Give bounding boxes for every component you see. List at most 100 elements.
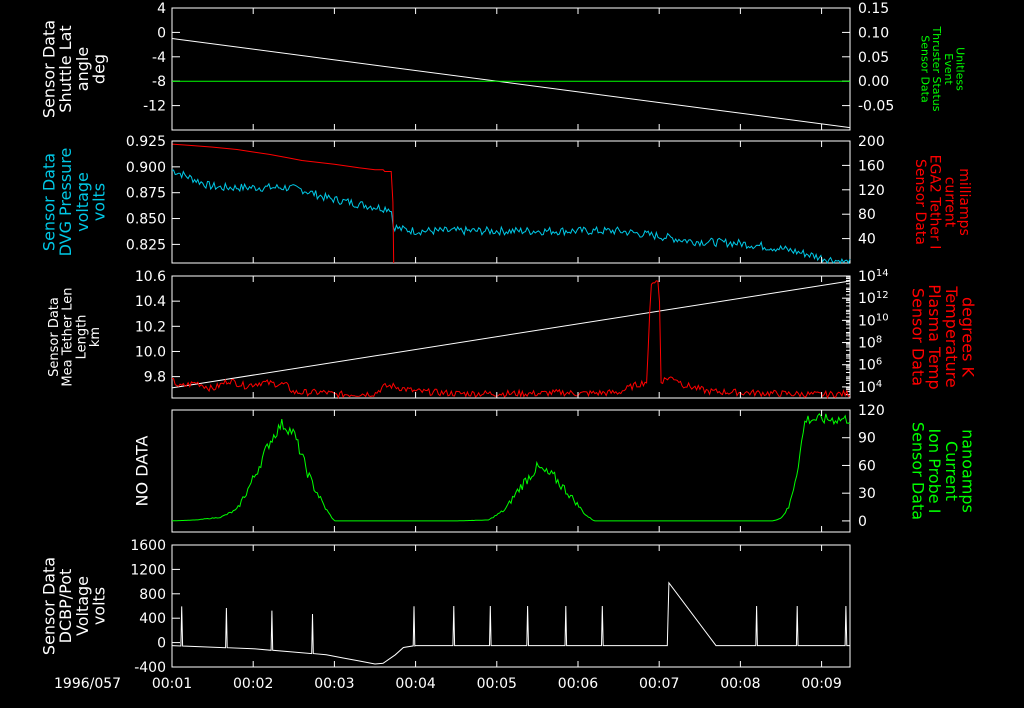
panel-4-left-axis-title: NO DATA: [133, 436, 152, 507]
panel-4-right-title-line: Sensor Data: [908, 422, 927, 520]
panel-3-right-tick-label: 1010: [858, 312, 889, 330]
panel-5-left-tick-label: -400: [134, 660, 166, 676]
panel-3-series-2-line: [171, 280, 851, 400]
panel-3-right-tick-label: 108: [858, 334, 882, 352]
panel-1-left-tick-label: 0: [157, 25, 166, 41]
panel-3-left-tick-label: 10.6: [135, 269, 166, 285]
panel-2-frame: [171, 140, 851, 264]
x-tick-label: 00:03: [314, 676, 354, 692]
panel-3-left-title-line: km: [88, 327, 103, 347]
panel-1-series-1-line: [171, 38, 851, 129]
panel-4-right-title-line: Ion Probe I: [925, 429, 944, 514]
panel-5-left-title-line: Sensor Data: [39, 557, 58, 655]
x-tick-label: 00:02: [233, 676, 273, 692]
panel-2-right-tick-label: 200: [858, 134, 885, 150]
panel-2-left-title-line: DVG Pressure: [56, 148, 75, 257]
panel-1-frame: [171, 7, 851, 131]
panel-4-right-tick-label: 30: [858, 486, 876, 502]
panel-3-left-title-line: Length: [74, 315, 89, 360]
panel-2-left-tick-label: 0.900: [126, 160, 166, 176]
panel-2-series-1-line: [171, 169, 851, 265]
panel-4-right-tick-label: 90: [858, 431, 876, 447]
panel-1-left-tick-label: -12: [143, 99, 166, 115]
panel-4-right-tick-label: 0: [858, 514, 867, 530]
panel-2-right-title-line: EGA2 Tether I: [927, 155, 943, 250]
panel-1-left-tick-label: 4: [157, 1, 166, 17]
panel-5-left-tick-label: 0: [157, 636, 166, 652]
x-tick-label: 00:07: [639, 676, 679, 692]
panel-3-frame: [171, 275, 851, 399]
panel-4-right-title-line: Current: [942, 441, 961, 501]
panel-3-left-tick-label: 10.4: [135, 294, 166, 310]
panel-3-right-title-line: Plasma Temp: [925, 284, 944, 389]
panel-3-right-title-line: Temperature: [942, 285, 961, 387]
panel-5-left-tick-label: 1200: [130, 562, 166, 578]
panel-2-left-tick-label: 0.850: [126, 212, 166, 228]
panel-1-right-title-line: Unitless: [953, 47, 966, 91]
panel-2-right-tick-label: 80: [858, 207, 876, 223]
panel-2-right-tick-label: 160: [858, 158, 885, 174]
panel-4-right-tick-label: 120: [858, 403, 885, 419]
panel-5-series-1-line: [171, 581, 850, 665]
x-tick-label: 00:09: [801, 676, 841, 692]
panel-5-left-tick-label: 1600: [130, 538, 166, 554]
panel-2-right-tick-label: 120: [858, 183, 885, 199]
x-tick-labels: 00:01 00:02 00:03 00:04 00:05 00:06 00:07 00:08…: [152, 676, 842, 692]
panel-2-left-tick-label: 0.875: [126, 186, 166, 202]
panel-5-left-tick-label: 800: [139, 587, 166, 603]
panel-3-right-tick-label: 106: [858, 356, 882, 374]
panel-3-left-title-line: Sensor Data: [47, 297, 62, 377]
panel-1-right-title-line: Sensor Data: [919, 35, 932, 102]
x-tick-label: 00:08: [720, 676, 760, 692]
panel-3-left-tick-label: 9.8: [144, 370, 166, 386]
panel-2-left-title-line: volts: [90, 183, 109, 221]
panel-1-left-title-line: deg: [90, 54, 109, 84]
panel-4-right-title-line: nanoamps: [959, 429, 978, 513]
panel-2-series-2-line: [171, 143, 395, 264]
panel-5-left-title-line: volts: [90, 587, 109, 625]
panel-2-left-title-line: Sensor Data: [39, 153, 58, 251]
panel-1-right-tick-label: 0.00: [858, 74, 889, 90]
x-tick-label: 00:01: [152, 676, 192, 692]
panel-2-left-tick-label: 0.925: [126, 134, 166, 150]
panel-4-right-tick-label: 60: [858, 458, 876, 474]
panel-4-left-title-line: NO DATA: [133, 436, 152, 507]
panel-1-left-tick-label: -8: [152, 74, 166, 90]
panel-2-left-title-line: voltage: [73, 172, 92, 232]
panel-5-frame: [171, 544, 851, 668]
panel-3-right-tick-label: 104: [858, 378, 882, 396]
panel-1-right-title-line: Event: [942, 53, 955, 85]
panel-1-left-title-line: angle: [73, 47, 92, 91]
panel-5-left-title-line: DCBP/Pot: [56, 569, 75, 644]
x-tick-label: 00:05: [477, 676, 517, 692]
panel-2-left-tick-label: 0.825: [126, 237, 166, 253]
panel-3-series-1-line: [171, 280, 851, 389]
panel-1-right-tick-label: 0.15: [858, 1, 889, 17]
panel-3-right-title-line: Sensor Data: [908, 288, 927, 386]
panel-3-left-title-line: Mea Tether Len: [61, 287, 76, 386]
panel-1-left-title-line: Shuttle Lat: [56, 25, 75, 112]
date-label: 1996/057: [54, 676, 121, 692]
panel-2-right-title-line: Sensor Data: [912, 159, 928, 245]
x-tick-label: 00:06: [558, 676, 598, 692]
panel-4-series-1-line: [171, 413, 851, 522]
panel-1-right-tick-label: -0.05: [858, 99, 894, 115]
x-tick-label: 00:04: [395, 676, 435, 692]
panel-4-frame: [171, 409, 851, 533]
panel-1-right-title-line: Thruster Status: [930, 25, 943, 111]
panel-1-right-tick-label: 0.05: [858, 50, 889, 66]
panel-2-right-title-line: milliamps: [956, 168, 972, 236]
panel-3-right-tick-label: 1012: [858, 290, 889, 308]
panel-3-left-tick-label: 10.2: [135, 319, 166, 335]
panel-5-left-title-line: Voltage: [73, 576, 92, 636]
